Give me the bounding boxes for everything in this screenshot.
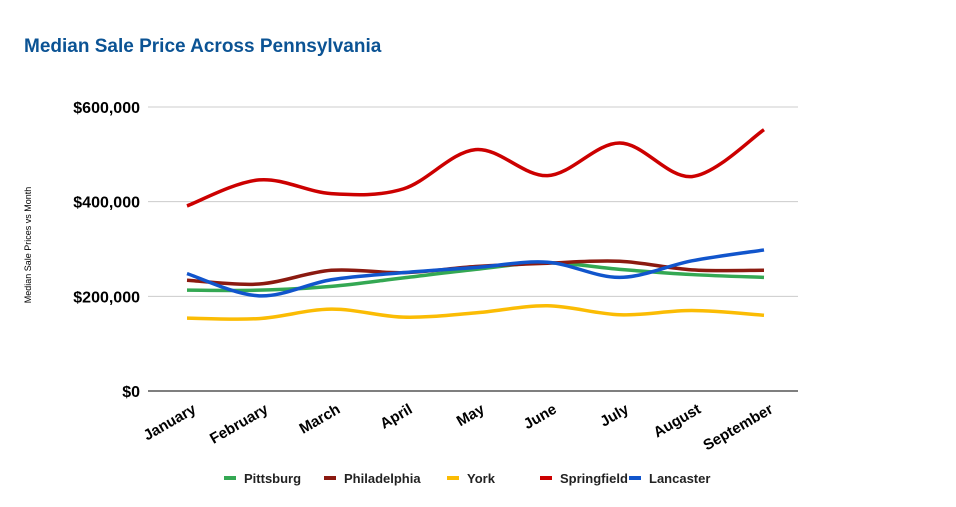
series-line-springfield bbox=[186, 128, 766, 208]
legend-label: Springfield bbox=[560, 471, 628, 486]
y-tick-label: $600,000 bbox=[73, 100, 140, 117]
x-tick-label: May bbox=[454, 400, 488, 430]
y-tick-label: $0 bbox=[122, 384, 140, 401]
legend-label: Philadelphia bbox=[344, 471, 421, 486]
series-line-lancaster bbox=[186, 248, 765, 298]
y-tick-label: $200,000 bbox=[73, 289, 140, 306]
legend-label: York bbox=[467, 471, 496, 486]
y-tick-label: $400,000 bbox=[73, 195, 140, 212]
x-tick-label: February bbox=[207, 400, 272, 447]
x-tick-label: January bbox=[141, 400, 200, 444]
x-tick-label: June bbox=[521, 401, 560, 433]
y-axis-label: Median Sale Prices vs Month bbox=[23, 187, 33, 304]
series-line-york bbox=[186, 304, 765, 321]
chart-title: Median Sale Price Across Pennsylvania bbox=[24, 36, 382, 57]
x-tick-label: April bbox=[377, 401, 415, 433]
series-line-pittsburg bbox=[186, 260, 765, 293]
x-tick-label: August bbox=[651, 401, 704, 442]
x-tick-label: September bbox=[700, 401, 776, 455]
legend-label: Pittsburg bbox=[244, 471, 301, 486]
x-tick-label: March bbox=[296, 401, 343, 438]
x-tick-label: July bbox=[597, 400, 632, 430]
legend-label: Lancaster bbox=[649, 471, 710, 486]
